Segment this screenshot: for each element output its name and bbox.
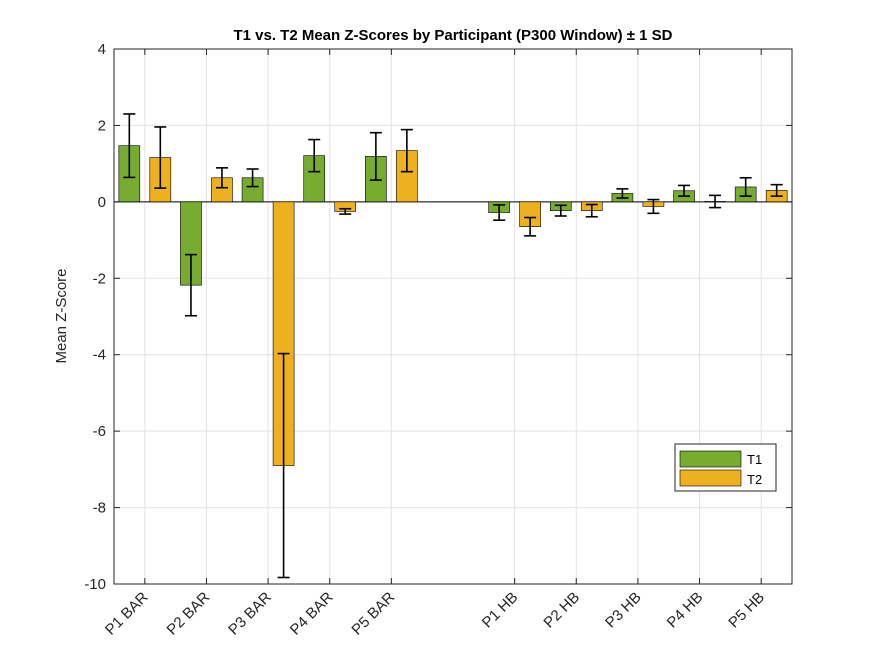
legend-swatch-t1 xyxy=(679,450,742,468)
y-tick-label: -6 xyxy=(93,423,106,440)
y-tick-label: 4 xyxy=(98,41,106,58)
legend-swatch-t2 xyxy=(679,469,742,487)
y-tick-label: -8 xyxy=(93,500,106,517)
y-axis-ticks: -10 -8 -6 -4 -2 0 2 4 xyxy=(84,41,792,593)
y-axis-label: Mean Z-Score xyxy=(53,268,70,363)
y-tick-label: 2 xyxy=(98,117,106,134)
y-tick-label: -10 xyxy=(84,576,106,593)
y-tick-label: 0 xyxy=(98,194,106,211)
legend: T1 T2 xyxy=(674,443,777,492)
y-tick-label: -2 xyxy=(93,270,106,287)
legend-label-t1: T1 xyxy=(747,452,762,467)
error-bars xyxy=(123,113,783,579)
plot-area xyxy=(114,49,792,584)
y-tick-label: -4 xyxy=(93,347,106,364)
chart-title: T1 vs. T2 Mean Z-Scores by Participant (… xyxy=(233,27,672,44)
plot-border xyxy=(113,48,793,585)
legend-label-t2: T2 xyxy=(747,472,762,487)
